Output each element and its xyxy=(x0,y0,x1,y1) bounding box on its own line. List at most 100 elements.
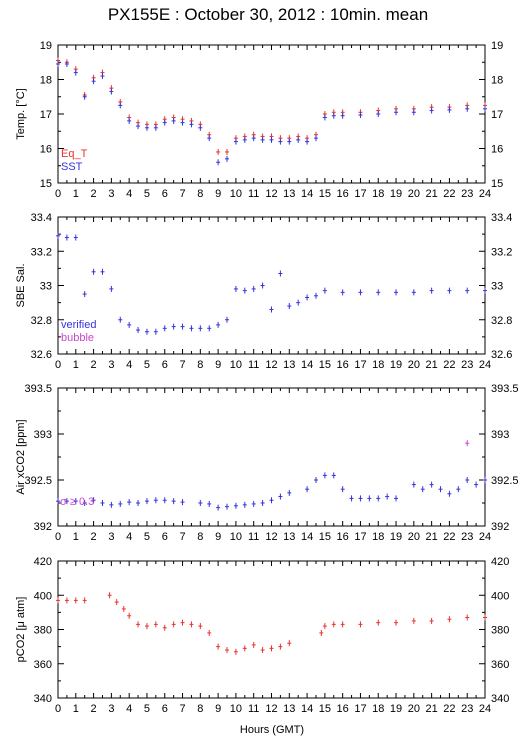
y-tick-label-right: 33.4 xyxy=(491,212,512,224)
x-tick-label: 24 xyxy=(479,359,491,371)
x-tick-label: 19 xyxy=(390,703,402,715)
y-tick-label-left: 18 xyxy=(40,75,52,87)
x-tick-label: 12 xyxy=(265,531,277,543)
series-1 xyxy=(56,592,487,655)
x-tick-label: 1 xyxy=(73,188,79,200)
y-tick-label-right: 32.8 xyxy=(491,315,512,327)
y-tick-label-right: 33.2 xyxy=(491,246,512,258)
y-tick-label-right: 380 xyxy=(491,625,509,637)
x-tick-label: 15 xyxy=(319,359,331,371)
y-tick-label-left: 33 xyxy=(40,281,52,293)
x-tick-label: 13 xyxy=(283,188,295,200)
x-tick-label: 22 xyxy=(443,359,455,371)
x-tick-label: 22 xyxy=(443,703,455,715)
y-tick-label-right: 393 xyxy=(491,429,509,441)
series-2 xyxy=(56,60,487,166)
x-tick-label: 9 xyxy=(215,703,221,715)
x-tick-label: 18 xyxy=(372,703,384,715)
x-tick-label: 1 xyxy=(73,531,79,543)
x-tick-label: 1 xyxy=(73,703,79,715)
x-tick-label: 14 xyxy=(301,188,313,200)
x-tick-label: 17 xyxy=(354,359,366,371)
x-tick-label: 15 xyxy=(319,531,331,543)
x-tick-label: 0 xyxy=(55,359,61,371)
x-tick-label: 2 xyxy=(91,703,97,715)
x-tick-label: 23 xyxy=(461,359,473,371)
y-tick-label-right: 15 xyxy=(491,178,503,190)
y-tick-label-left: 400 xyxy=(34,590,52,602)
x-tick-label: 2 xyxy=(91,531,97,543)
x-tick-label: 2 xyxy=(91,359,97,371)
series-1 xyxy=(56,472,487,511)
y-tick-label-right: 400 xyxy=(491,590,509,602)
y-tick-label-left: 19 xyxy=(40,40,52,52)
y-tick-label-left: 340 xyxy=(34,693,52,705)
x-tick-label: 0 xyxy=(55,188,61,200)
y-tick-label-right: 33 xyxy=(491,281,503,293)
x-tick-label: 11 xyxy=(248,188,259,200)
x-tick-label: 13 xyxy=(283,531,295,543)
x-tick-label: 18 xyxy=(372,188,384,200)
y-axis-label: Air xCO2 [ppm] xyxy=(15,419,27,494)
x-axis-label: Hours (GMT) xyxy=(240,724,304,736)
y-tick-label-left: 16 xyxy=(40,144,52,156)
x-tick-label: 16 xyxy=(337,188,349,200)
x-tick-label: 11 xyxy=(248,703,259,715)
x-tick-label: 10 xyxy=(230,188,242,200)
x-tick-label: 0 xyxy=(55,703,61,715)
x-tick-label: 10 xyxy=(230,531,242,543)
x-tick-label: 15 xyxy=(319,188,331,200)
x-tick-label: 14 xyxy=(301,531,313,543)
y-tick-label-left: 392 xyxy=(34,521,52,533)
figure-title: PX155E : October 30, 2012 : 10min. mean xyxy=(108,5,428,24)
x-tick-label: 18 xyxy=(372,359,384,371)
y-tick-label-right: 392.5 xyxy=(491,475,519,487)
x-tick-label: 7 xyxy=(179,703,185,715)
plot-frame xyxy=(57,560,486,699)
y-tick-label-right: 32.6 xyxy=(491,349,512,361)
x-tick-label: 16 xyxy=(337,359,349,371)
x-tick-label: 12 xyxy=(265,703,277,715)
y-tick-label-right: 17 xyxy=(491,109,503,121)
x-tick-label: 9 xyxy=(215,359,221,371)
x-tick-label: 21 xyxy=(426,531,438,543)
x-tick-label: 23 xyxy=(461,703,473,715)
x-tick-label: 7 xyxy=(179,359,185,371)
x-tick-label: 3 xyxy=(108,359,114,371)
x-tick-label: 20 xyxy=(408,359,420,371)
panel-3 xyxy=(56,387,487,527)
x-tick-label: 15 xyxy=(319,703,331,715)
x-tick-label: 7 xyxy=(179,188,185,200)
y-tick-label-right: 420 xyxy=(491,556,509,568)
y-axis-label: Temp. [°C] xyxy=(15,88,27,139)
x-tick-label: 18 xyxy=(372,531,384,543)
x-tick-label: 20 xyxy=(408,188,420,200)
x-tick-label: 20 xyxy=(408,703,420,715)
y-tick-label-right: 360 xyxy=(491,659,509,671)
x-tick-label: 3 xyxy=(108,531,114,543)
y-tick-label-left: 420 xyxy=(34,556,52,568)
x-tick-label: 17 xyxy=(354,531,366,543)
x-tick-label: 11 xyxy=(248,531,259,543)
y-tick-label-left: 392.5 xyxy=(24,475,52,487)
x-tick-label: 4 xyxy=(126,188,132,200)
x-tick-label: 17 xyxy=(354,703,366,715)
y-tick-label-left: 17 xyxy=(40,109,52,121)
panel-2 xyxy=(56,216,487,355)
x-tick-label: 22 xyxy=(443,188,455,200)
x-tick-label: 19 xyxy=(390,359,402,371)
x-tick-label: 24 xyxy=(479,531,491,543)
series-2 xyxy=(465,440,470,447)
x-tick-label: 0 xyxy=(55,531,61,543)
x-tick-label: 5 xyxy=(144,359,150,371)
x-tick-label: 6 xyxy=(162,703,168,715)
x-tick-label: 10 xyxy=(230,359,242,371)
x-tick-label: 21 xyxy=(426,703,438,715)
y-tick-label-right: 16 xyxy=(491,144,503,156)
y-tick-label-left: 393 xyxy=(34,429,52,441)
x-tick-label: 12 xyxy=(265,188,277,200)
annotation-label: σ ≥ 0.3 xyxy=(60,496,94,508)
x-tick-label: 16 xyxy=(337,703,349,715)
y-tick-label-right: 340 xyxy=(491,693,509,705)
